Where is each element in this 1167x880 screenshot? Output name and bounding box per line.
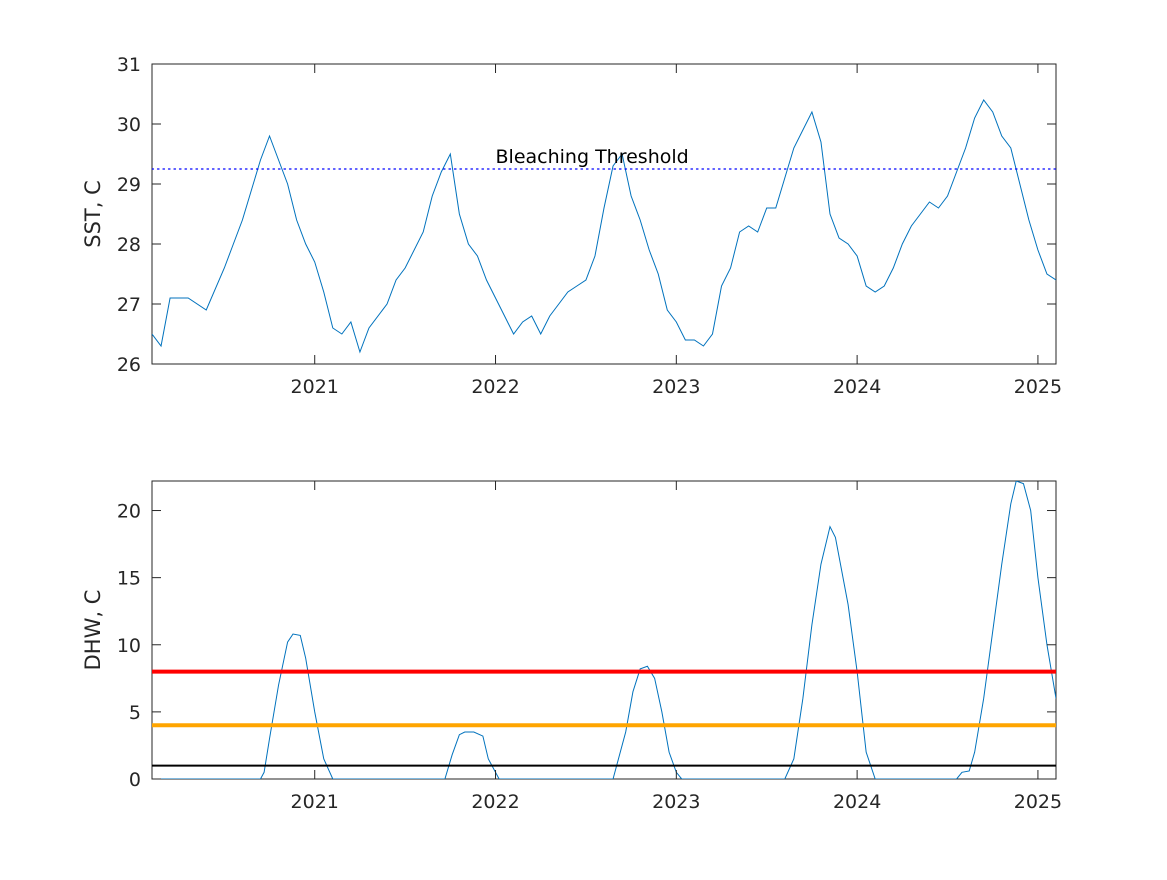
sst-x-tick-label: 2024 bbox=[833, 376, 881, 398]
sst-annotations-group: Bleaching Threshold bbox=[496, 146, 689, 168]
dhw-y-tick-label: 5 bbox=[129, 702, 141, 724]
dhw-axes-box bbox=[151, 480, 1057, 780]
sst-panel: 2021 2022 2023 2024 2025 26 27 28 29 30 31 Bleachi… bbox=[81, 54, 1062, 398]
dhw-x-tick-label: 2025 bbox=[1014, 791, 1062, 813]
sst-axes-box bbox=[151, 63, 1057, 365]
dhw-y-tick-label: 0 bbox=[129, 769, 141, 791]
dhw-x-tick-label: 2022 bbox=[471, 791, 519, 813]
sst-x-tick-label: 2022 bbox=[471, 376, 519, 398]
dhw-y-tick-label: 20 bbox=[117, 501, 141, 523]
dhw-y-axis-label: DHW, C bbox=[81, 590, 105, 671]
sst-y-tick-label: 26 bbox=[117, 354, 141, 376]
sst-series-line-0 bbox=[152, 99, 1056, 354]
sst-x-tick-label: 2021 bbox=[291, 376, 339, 398]
sst-y-tick-label: 29 bbox=[117, 174, 141, 196]
sst-x-tick-label: 2023 bbox=[652, 376, 700, 398]
dhw-series-line-0 bbox=[152, 481, 1056, 779]
dhw-y-tick-label: 10 bbox=[117, 635, 141, 657]
dhw-y-tick-label: 15 bbox=[117, 568, 141, 590]
sst-series-group bbox=[152, 99, 1056, 354]
sst-y-tick-label: 27 bbox=[117, 294, 141, 316]
dhw-series-group bbox=[152, 481, 1056, 779]
sst-y-axis-label: SST, C bbox=[81, 180, 105, 248]
sst-y-tick-label: 28 bbox=[117, 234, 141, 256]
bleaching-threshold-label: Bleaching Threshold bbox=[496, 146, 689, 168]
sst-x-tick-label: 2025 bbox=[1014, 376, 1062, 398]
sst-y-tick-label: 31 bbox=[117, 54, 141, 76]
dhw-x-tick-label: 2024 bbox=[833, 791, 881, 813]
dhw-ticks-group: 2021 2022 2023 2024 2025 0 5 10 15 20 bbox=[117, 481, 1062, 813]
dhw-x-tick-label: 2023 bbox=[652, 791, 700, 813]
dhw-x-tick-label: 2021 bbox=[291, 791, 339, 813]
dhw-panel: 2021 2022 2023 2024 2025 0 5 10 15 20 DHW, C bbox=[81, 480, 1062, 813]
sst-ticks-group: 2021 2022 2023 2024 2025 26 27 28 29 30 31 bbox=[117, 54, 1062, 398]
sst-y-tick-label: 30 bbox=[117, 114, 141, 136]
